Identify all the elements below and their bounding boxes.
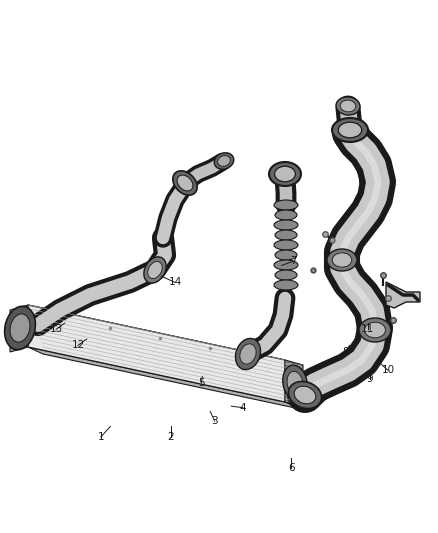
Ellipse shape [283, 365, 307, 401]
Ellipse shape [12, 317, 28, 340]
Ellipse shape [10, 314, 30, 342]
Ellipse shape [287, 372, 303, 394]
Ellipse shape [275, 270, 297, 280]
Ellipse shape [275, 166, 295, 182]
Ellipse shape [275, 230, 297, 240]
Ellipse shape [359, 318, 391, 342]
Ellipse shape [274, 220, 298, 230]
Ellipse shape [275, 250, 297, 260]
Ellipse shape [173, 171, 197, 195]
Ellipse shape [236, 338, 261, 369]
Text: 13: 13 [49, 325, 63, 334]
Ellipse shape [274, 240, 298, 250]
Text: 9: 9 [367, 375, 374, 384]
Polygon shape [28, 305, 285, 402]
Ellipse shape [148, 262, 162, 279]
Ellipse shape [274, 260, 298, 270]
Ellipse shape [274, 280, 298, 290]
Ellipse shape [214, 153, 234, 169]
Text: 8: 8 [343, 347, 350, 357]
Ellipse shape [288, 382, 321, 408]
Text: 1: 1 [97, 432, 104, 442]
Ellipse shape [8, 310, 32, 346]
Text: 10: 10 [381, 366, 395, 375]
Text: 7: 7 [290, 256, 297, 266]
Ellipse shape [144, 257, 166, 283]
Ellipse shape [177, 175, 193, 191]
Ellipse shape [332, 253, 352, 267]
Polygon shape [28, 305, 300, 367]
Text: 2: 2 [167, 432, 174, 442]
Ellipse shape [5, 306, 35, 350]
Text: 6: 6 [288, 463, 295, 473]
Ellipse shape [274, 200, 298, 210]
Ellipse shape [218, 156, 230, 166]
Ellipse shape [294, 386, 316, 404]
Ellipse shape [336, 97, 360, 115]
Ellipse shape [275, 210, 297, 220]
Polygon shape [10, 305, 28, 352]
Ellipse shape [240, 344, 256, 364]
Text: 11: 11 [361, 325, 374, 334]
Text: 14: 14 [169, 278, 182, 287]
Polygon shape [285, 360, 303, 407]
Ellipse shape [338, 122, 362, 138]
Ellipse shape [269, 162, 301, 186]
Ellipse shape [340, 100, 356, 112]
Polygon shape [28, 347, 300, 409]
Ellipse shape [332, 118, 368, 142]
Text: 12: 12 [71, 341, 85, 350]
Ellipse shape [327, 249, 357, 271]
Text: 3: 3 [211, 416, 218, 426]
Text: 5: 5 [198, 378, 205, 387]
Polygon shape [386, 282, 420, 308]
Ellipse shape [364, 322, 385, 338]
Text: 4: 4 [240, 403, 247, 413]
